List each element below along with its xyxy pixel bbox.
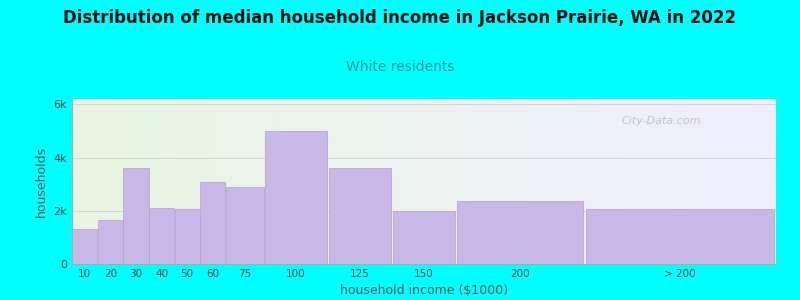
Bar: [123, 168, 149, 264]
X-axis label: household income ($1000): household income ($1000): [340, 284, 508, 297]
Text: White residents: White residents: [346, 60, 454, 74]
Bar: [174, 209, 200, 264]
Bar: [72, 230, 98, 264]
Bar: [458, 202, 582, 264]
Bar: [149, 208, 174, 264]
Bar: [265, 131, 327, 264]
Text: Distribution of median household income in Jackson Prairie, WA in 2022: Distribution of median household income …: [63, 9, 737, 27]
Bar: [586, 209, 774, 264]
Bar: [329, 168, 391, 264]
Bar: [393, 211, 455, 264]
Bar: [98, 220, 123, 264]
Text: City-Data.com: City-Data.com: [621, 116, 701, 125]
Bar: [200, 182, 226, 264]
Bar: [226, 187, 264, 264]
Y-axis label: households: households: [35, 146, 48, 217]
